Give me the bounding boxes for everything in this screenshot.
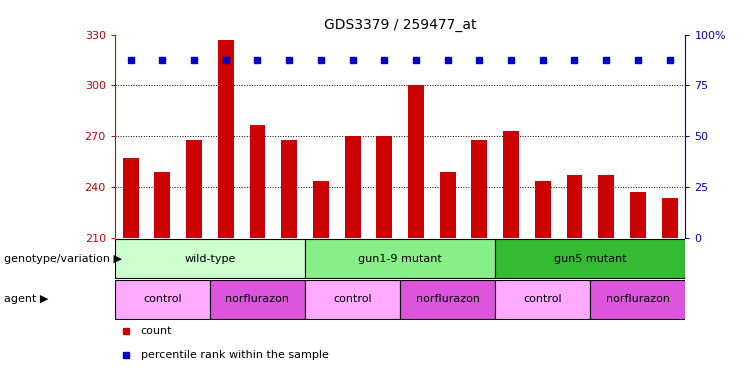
Text: norflurazon: norflurazon <box>416 295 479 305</box>
Bar <box>376 136 392 238</box>
Bar <box>250 124 265 238</box>
Bar <box>535 180 551 238</box>
Text: wild-type: wild-type <box>185 254 236 264</box>
Bar <box>115 280 210 319</box>
Text: norflurazon: norflurazon <box>225 295 290 305</box>
Text: control: control <box>333 295 372 305</box>
Bar <box>115 239 305 278</box>
Bar <box>210 280 305 319</box>
Bar <box>495 280 591 319</box>
Bar <box>305 280 400 319</box>
Bar <box>282 140 297 238</box>
Bar <box>662 197 677 238</box>
Bar <box>123 159 139 238</box>
Text: genotype/variation ▶: genotype/variation ▶ <box>4 254 122 264</box>
Bar <box>305 239 495 278</box>
Bar <box>630 192 646 238</box>
Bar <box>471 140 488 238</box>
Bar <box>313 180 329 238</box>
Bar <box>591 280 685 319</box>
Bar <box>408 86 424 238</box>
Bar <box>567 175 582 238</box>
Bar <box>503 131 519 238</box>
Bar <box>495 239 685 278</box>
Text: gun5 mutant: gun5 mutant <box>554 254 627 264</box>
Text: agent ▶: agent ▶ <box>4 295 48 305</box>
Text: control: control <box>143 295 182 305</box>
Bar <box>598 175 614 238</box>
Bar <box>345 136 361 238</box>
Text: control: control <box>523 295 562 305</box>
Bar <box>439 172 456 238</box>
Bar <box>218 40 233 238</box>
Text: count: count <box>141 326 172 336</box>
Bar <box>154 172 170 238</box>
Text: norflurazon: norflurazon <box>606 295 670 305</box>
Bar <box>186 140 202 238</box>
Bar <box>400 280 495 319</box>
Text: percentile rank within the sample: percentile rank within the sample <box>141 350 328 360</box>
Title: GDS3379 / 259477_at: GDS3379 / 259477_at <box>324 18 476 32</box>
Text: gun1-9 mutant: gun1-9 mutant <box>358 254 442 264</box>
